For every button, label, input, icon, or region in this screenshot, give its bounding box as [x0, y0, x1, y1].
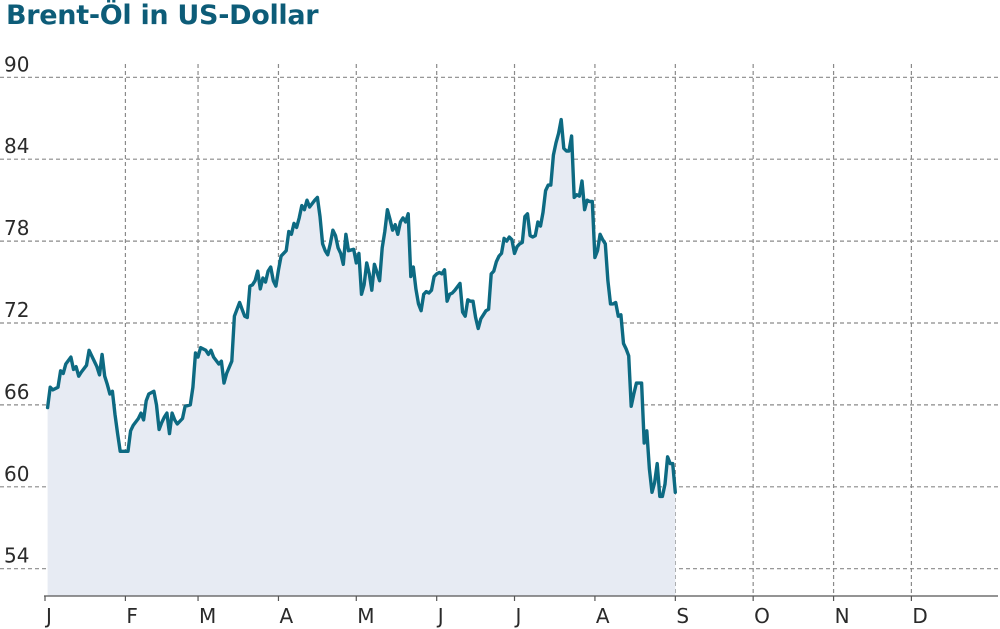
x-tick-label-4: M [357, 604, 374, 628]
x-tick-label-1: F [126, 604, 138, 628]
x-tick-label-8: S [676, 604, 689, 628]
y-tick-label-60: 60 [4, 462, 29, 486]
x-tick-label-0: J [44, 604, 52, 628]
y-tick-label-90: 90 [4, 52, 29, 76]
x-tick-label-10: N [835, 604, 850, 628]
y-tick-label-78: 78 [4, 216, 29, 240]
y-tick-label-66: 66 [4, 380, 29, 404]
chart-title: Brent-Öl in US-Dollar [6, 0, 319, 31]
x-tick-label-7: A [596, 604, 610, 628]
y-tick-label-84: 84 [4, 134, 29, 158]
x-tick-label-5: J [436, 604, 444, 628]
y-tick-label-54: 54 [4, 544, 29, 568]
x-tick-label-11: D [912, 604, 927, 628]
x-tick-label-3: A [279, 604, 293, 628]
price-area [47, 119, 676, 596]
x-tick-label-9: O [754, 604, 770, 628]
x-tick-label-6: J [514, 604, 522, 628]
price-line [45, 117, 677, 499]
x-tick-label-2: M [199, 604, 216, 628]
y-tick-label-72: 72 [4, 298, 29, 322]
y-tick-labels: 54 60 66 72 78 84 90 [4, 52, 29, 567]
